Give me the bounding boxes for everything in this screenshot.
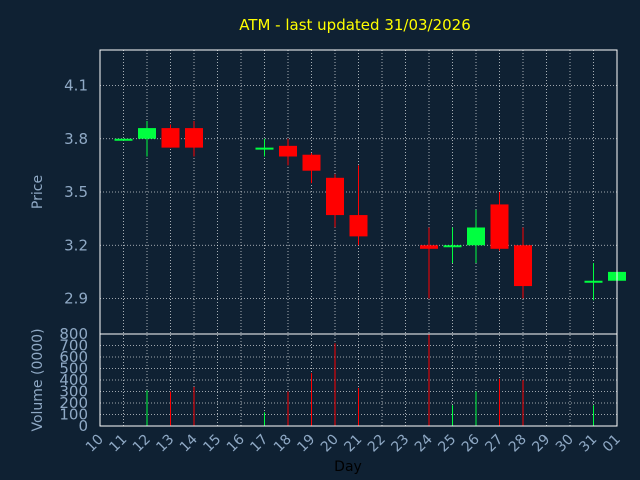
volume-panel-frame (99, 333, 618, 427)
x-tick-label: 22 (365, 432, 389, 456)
x-tick-label: 16 (224, 431, 248, 455)
price-axis-label: Price (30, 175, 46, 209)
candle-body (138, 128, 156, 139)
price-tick-label: 3.2 (64, 236, 88, 254)
candle-body (420, 245, 438, 249)
volume-tick-label: 400 (59, 371, 88, 389)
x-tick-label: 13 (153, 432, 177, 456)
candle-body (467, 227, 485, 246)
candle-body (349, 215, 368, 237)
x-tick-label: 25 (435, 432, 459, 456)
candle-body (302, 154, 321, 171)
x-tick-label: 21 (341, 432, 365, 456)
x-tick-label: 29 (529, 432, 553, 456)
x-tick-label: 24 (412, 431, 436, 455)
volume-axis-label: Volume (0000) (30, 328, 46, 431)
x-tick-label: 14 (177, 431, 201, 455)
price-tick-label: 4.1 (64, 77, 88, 95)
candle-body (185, 128, 203, 148)
price-tick-label: 3.5 (64, 183, 88, 201)
x-tick-label: 26 (459, 431, 483, 455)
x-tick-label: 11 (106, 432, 130, 456)
x-tick-label: 27 (482, 432, 506, 456)
volume-tick-label: 700 (59, 337, 88, 355)
candle-body (114, 138, 133, 141)
volume-tick-label: 200 (59, 394, 88, 412)
volume-tick-label: 0 (78, 417, 88, 435)
price-candles (114, 121, 626, 301)
candle-body (443, 245, 462, 248)
candle-body (514, 245, 532, 287)
x-tick-label: 01 (600, 432, 624, 456)
x-tick-label: 30 (553, 432, 577, 456)
candle-body (279, 145, 297, 157)
axis-ticks: 10 11 12 13 14 15 16 17 18 19 20 21 22 23 24 25 26 27 28 29… (59, 77, 623, 456)
candle-body (584, 280, 603, 283)
x-tick-label: 18 (271, 432, 295, 456)
x-tick-label: 12 (130, 432, 154, 456)
volume-tick-label: 800 (59, 325, 88, 343)
price-tick-label: 2.9 (64, 290, 88, 308)
x-tick-label: 19 (294, 432, 318, 456)
chart-title: ATM - last updated 31/03/2026 (239, 16, 471, 34)
chart-frame (99, 49, 618, 427)
x-tick-label: 31 (576, 432, 600, 456)
volume-tick-label: 600 (59, 348, 88, 366)
x-tick-label: 17 (247, 432, 271, 456)
volume-bars (146, 334, 618, 426)
candle-body (161, 128, 180, 148)
candle-body (255, 147, 274, 150)
volume-tick-label: 500 (59, 360, 88, 378)
x-tick-label: 10 (83, 432, 107, 456)
x-axis-label: Day (334, 459, 362, 475)
candle-body (490, 204, 509, 249)
x-tick-label: 20 (318, 432, 342, 456)
x-tick-label: 15 (200, 432, 224, 456)
x-tick-label: 23 (388, 432, 412, 456)
x-tick-label: 28 (506, 432, 530, 456)
volume-tick-label: 100 (59, 406, 88, 424)
price-tick-label: 3.8 (64, 130, 88, 148)
volume-tick-label: 300 (59, 383, 88, 401)
candle-body (326, 177, 344, 216)
